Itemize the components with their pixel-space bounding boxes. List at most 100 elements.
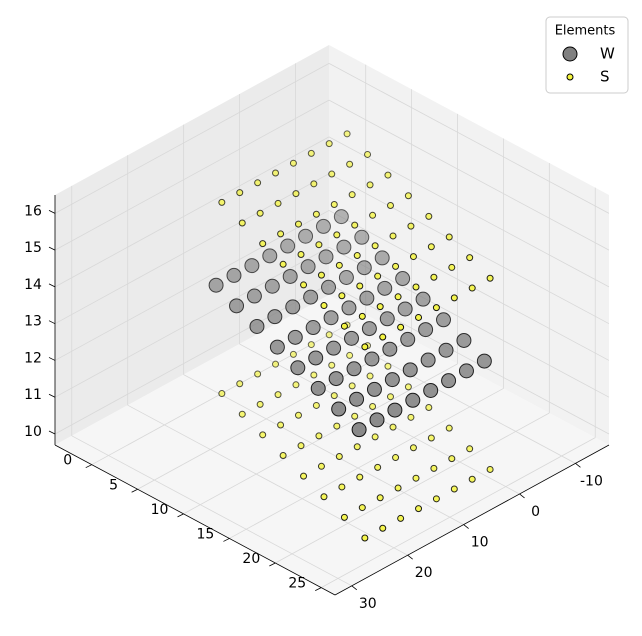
data-point — [285, 299, 301, 315]
data-point — [287, 329, 303, 345]
data-point — [427, 434, 435, 442]
data-point — [279, 451, 287, 459]
data-point — [229, 298, 245, 314]
data-point — [430, 273, 438, 281]
data-point — [272, 360, 280, 368]
data-point — [386, 393, 394, 401]
tick-mark — [48, 246, 56, 251]
data-point — [348, 382, 356, 390]
data-point — [361, 321, 377, 337]
data-point — [269, 339, 285, 355]
data-point — [259, 431, 267, 439]
data-point — [280, 238, 296, 254]
y-tick-label: 25 — [288, 576, 306, 592]
data-point — [395, 271, 411, 287]
data-point — [328, 371, 344, 387]
data-point — [394, 484, 402, 492]
data-point — [267, 309, 283, 325]
data-point — [333, 209, 349, 225]
data-point — [430, 464, 438, 472]
data-point — [238, 410, 246, 418]
grid-line — [328, 99, 610, 251]
grid-line — [91, 314, 366, 466]
data-point — [364, 351, 380, 367]
data-point — [369, 402, 377, 410]
data-point — [333, 231, 341, 239]
data-point — [448, 263, 456, 271]
data-point — [320, 302, 328, 310]
z-tick-label: 14 — [24, 277, 42, 293]
data-point — [323, 310, 339, 326]
data-point — [256, 209, 264, 217]
data-point — [392, 454, 400, 462]
tick-mark — [351, 585, 358, 591]
data-point — [466, 254, 474, 262]
x-tick-label: 0 — [531, 504, 540, 520]
data-point — [486, 274, 494, 282]
z-tick-label: 13 — [24, 314, 42, 330]
data-point — [353, 252, 361, 260]
data-point — [346, 160, 354, 168]
data-point — [289, 159, 297, 167]
data-point — [236, 380, 244, 388]
data-point — [282, 268, 298, 284]
data-point — [336, 239, 352, 255]
data-point — [397, 514, 405, 522]
data-point — [312, 401, 320, 409]
z-tick-label: 12 — [24, 350, 42, 366]
data-point — [404, 383, 412, 391]
tick-mark — [407, 554, 413, 560]
y-tick-label: 0 — [63, 453, 72, 469]
data-point — [294, 220, 302, 228]
data-point — [361, 534, 369, 542]
data-point — [407, 413, 415, 421]
data-point — [448, 455, 456, 463]
data-point — [397, 301, 413, 317]
data-point — [343, 330, 359, 346]
data-point — [379, 333, 387, 341]
data-point — [425, 212, 433, 220]
data-point — [366, 381, 382, 397]
data-point — [330, 392, 338, 400]
grid-line — [275, 412, 550, 564]
data-point — [450, 294, 458, 302]
data-point — [358, 504, 366, 512]
tick-mark — [48, 393, 56, 398]
data-point — [307, 341, 315, 349]
data-point — [244, 258, 260, 274]
data-point — [384, 171, 392, 179]
data-point — [400, 331, 416, 347]
data-point — [427, 243, 435, 251]
data-point — [328, 170, 336, 178]
data-point — [208, 277, 224, 293]
tick-mark — [48, 320, 56, 325]
data-point — [274, 199, 282, 207]
data-point — [317, 462, 325, 470]
legend-title: Elements — [555, 24, 616, 39]
grid-line — [54, 63, 330, 214]
data-point — [386, 202, 394, 210]
data-point — [259, 240, 267, 248]
z-tick-label: 11 — [24, 387, 42, 403]
data-point — [226, 267, 242, 283]
data-point — [256, 400, 264, 408]
data-point — [346, 361, 362, 377]
data-point — [300, 472, 308, 480]
data-point — [371, 242, 379, 250]
data-point — [277, 421, 285, 429]
legend-box — [545, 16, 629, 94]
data-point — [374, 463, 382, 471]
data-point — [338, 292, 346, 300]
grid-line — [321, 437, 596, 588]
data-point — [290, 360, 306, 376]
data-point — [351, 221, 359, 229]
data-point — [279, 260, 287, 268]
data-point — [249, 318, 265, 334]
data-point — [310, 371, 318, 379]
tick-mark — [177, 513, 184, 518]
data-point — [415, 313, 423, 321]
data-point — [297, 442, 305, 450]
data-point — [310, 380, 326, 396]
data-point — [366, 372, 374, 380]
data-point — [402, 362, 418, 378]
